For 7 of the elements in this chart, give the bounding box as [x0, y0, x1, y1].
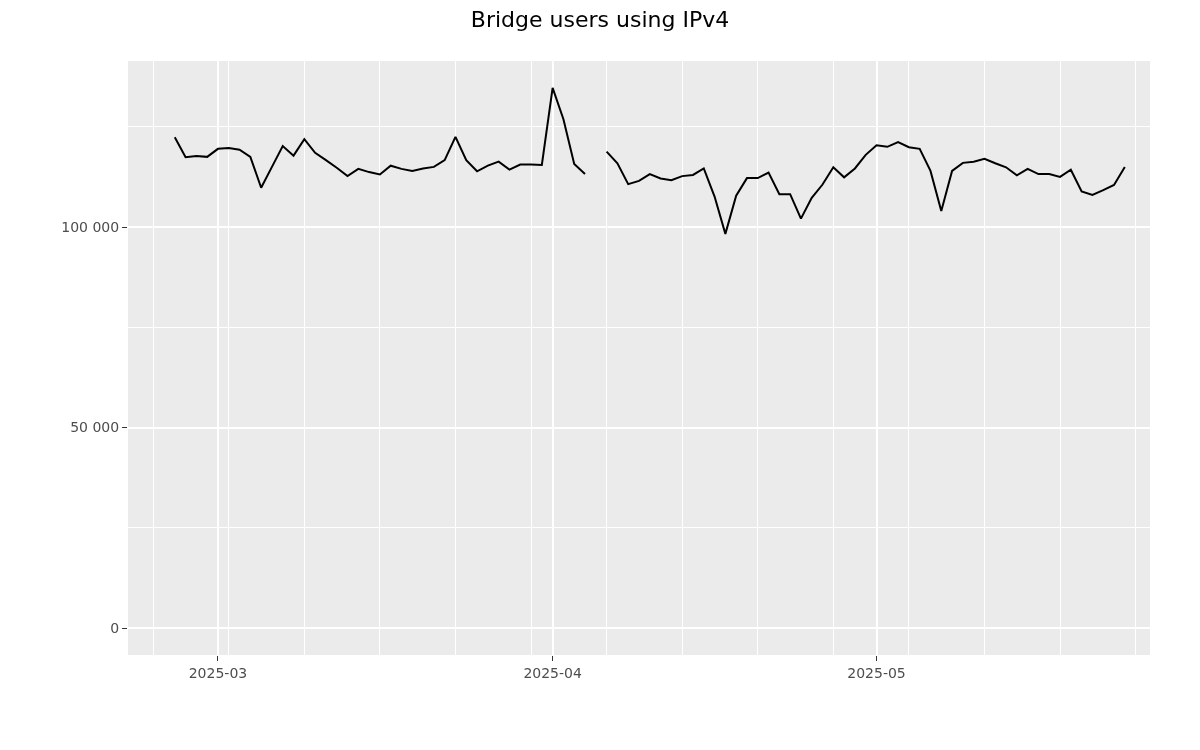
chart-title: Bridge users using IPv4	[470, 6, 730, 32]
x-tick-label: 2025-04	[523, 664, 582, 681]
x-tick-label: 2025-05	[847, 664, 906, 681]
y-tick-label: 100 000	[61, 218, 120, 235]
y-tick-label: 50 000	[70, 419, 120, 436]
x-tick-label: 2025-03	[188, 664, 248, 681]
y-tick-label: 0	[110, 620, 120, 637]
